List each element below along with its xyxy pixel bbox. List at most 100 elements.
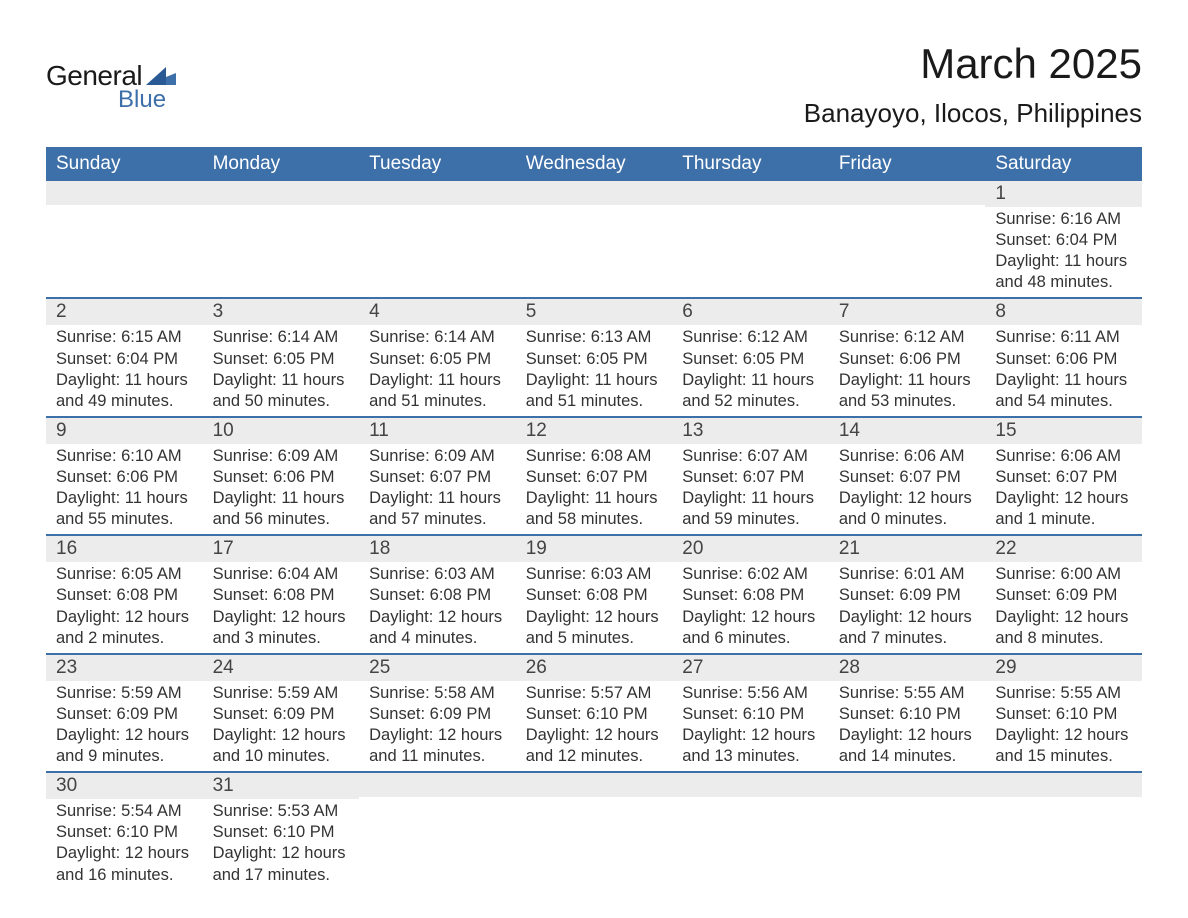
calendar-cell: [359, 772, 516, 889]
sunset-text: Sunset: 6:10 PM: [213, 822, 350, 843]
sunrise-text: Sunrise: 6:12 AM: [682, 327, 819, 348]
sunrise-text: Sunrise: 5:53 AM: [213, 801, 350, 822]
day-data: Sunrise: 6:14 AMSunset: 6:05 PMDaylight:…: [359, 325, 516, 415]
day-number: 20: [672, 536, 829, 562]
day-data: [516, 797, 673, 881]
sunrise-text: Sunrise: 6:04 AM: [213, 564, 350, 585]
daylight-text: Daylight: 11 hours and 56 minutes.: [213, 488, 350, 530]
day-header: Sunday: [46, 147, 203, 181]
sunrise-text: Sunrise: 5:56 AM: [682, 683, 819, 704]
day-data: Sunrise: 5:55 AMSunset: 6:10 PMDaylight:…: [829, 681, 986, 771]
day-number: 16: [46, 536, 203, 562]
day-header: Thursday: [672, 147, 829, 181]
sunrise-text: Sunrise: 6:15 AM: [56, 327, 193, 348]
calendar-cell: 8Sunrise: 6:11 AMSunset: 6:06 PMDaylight…: [985, 298, 1142, 416]
calendar-cell: 7Sunrise: 6:12 AMSunset: 6:06 PMDaylight…: [829, 298, 986, 416]
day-data: Sunrise: 6:12 AMSunset: 6:06 PMDaylight:…: [829, 325, 986, 415]
daylight-text: Daylight: 11 hours and 55 minutes.: [56, 488, 193, 530]
sunrise-text: Sunrise: 6:11 AM: [995, 327, 1132, 348]
day-number: [829, 181, 986, 205]
sunrise-text: Sunrise: 5:59 AM: [213, 683, 350, 704]
sunset-text: Sunset: 6:07 PM: [682, 467, 819, 488]
sunset-text: Sunset: 6:09 PM: [213, 704, 350, 725]
calendar-cell: 18Sunrise: 6:03 AMSunset: 6:08 PMDayligh…: [359, 535, 516, 653]
sunset-text: Sunset: 6:09 PM: [56, 704, 193, 725]
daylight-text: Daylight: 11 hours and 57 minutes.: [369, 488, 506, 530]
day-data: Sunrise: 6:14 AMSunset: 6:05 PMDaylight:…: [203, 325, 360, 415]
day-data: Sunrise: 6:16 AMSunset: 6:04 PMDaylight:…: [985, 207, 1142, 297]
day-data: Sunrise: 6:10 AMSunset: 6:06 PMDaylight:…: [46, 444, 203, 534]
calendar-week-row: 2Sunrise: 6:15 AMSunset: 6:04 PMDaylight…: [46, 298, 1142, 416]
sunrise-text: Sunrise: 6:14 AM: [369, 327, 506, 348]
day-data: Sunrise: 6:12 AMSunset: 6:05 PMDaylight:…: [672, 325, 829, 415]
calendar-week-row: 23Sunrise: 5:59 AMSunset: 6:09 PMDayligh…: [46, 654, 1142, 772]
sunrise-text: Sunrise: 6:10 AM: [56, 446, 193, 467]
day-number: 2: [46, 299, 203, 325]
day-data: [829, 797, 986, 881]
day-number: 30: [46, 773, 203, 799]
sunset-text: Sunset: 6:09 PM: [995, 585, 1132, 606]
day-number: 31: [203, 773, 360, 799]
calendar-cell: 6Sunrise: 6:12 AMSunset: 6:05 PMDaylight…: [672, 298, 829, 416]
sunrise-text: Sunrise: 5:58 AM: [369, 683, 506, 704]
day-data: Sunrise: 6:04 AMSunset: 6:08 PMDaylight:…: [203, 562, 360, 652]
daylight-text: Daylight: 12 hours and 0 minutes.: [839, 488, 976, 530]
day-data: Sunrise: 6:09 AMSunset: 6:06 PMDaylight:…: [203, 444, 360, 534]
day-data: Sunrise: 6:00 AMSunset: 6:09 PMDaylight:…: [985, 562, 1142, 652]
calendar-cell: 20Sunrise: 6:02 AMSunset: 6:08 PMDayligh…: [672, 535, 829, 653]
sunrise-text: Sunrise: 6:06 AM: [995, 446, 1132, 467]
day-data: Sunrise: 5:53 AMSunset: 6:10 PMDaylight:…: [203, 799, 360, 889]
day-number: [829, 773, 986, 797]
sunset-text: Sunset: 6:10 PM: [526, 704, 663, 725]
day-number: [46, 181, 203, 205]
sunrise-text: Sunrise: 5:57 AM: [526, 683, 663, 704]
calendar-cell: 2Sunrise: 6:15 AMSunset: 6:04 PMDaylight…: [46, 298, 203, 416]
day-data: Sunrise: 5:58 AMSunset: 6:09 PMDaylight:…: [359, 681, 516, 771]
day-number: 28: [829, 655, 986, 681]
day-data: Sunrise: 6:09 AMSunset: 6:07 PMDaylight:…: [359, 444, 516, 534]
brand-logo: General Blue: [46, 60, 176, 114]
daylight-text: Daylight: 12 hours and 8 minutes.: [995, 607, 1132, 649]
day-number: 27: [672, 655, 829, 681]
day-number: 19: [516, 536, 673, 562]
calendar-cell: 30Sunrise: 5:54 AMSunset: 6:10 PMDayligh…: [46, 772, 203, 889]
day-number: [359, 773, 516, 797]
sunset-text: Sunset: 6:10 PM: [839, 704, 976, 725]
daylight-text: Daylight: 12 hours and 13 minutes.: [682, 725, 819, 767]
daylight-text: Daylight: 12 hours and 6 minutes.: [682, 607, 819, 649]
daylight-text: Daylight: 11 hours and 58 minutes.: [526, 488, 663, 530]
sunrise-text: Sunrise: 6:00 AM: [995, 564, 1132, 585]
day-number: 17: [203, 536, 360, 562]
day-data: [985, 797, 1142, 881]
daylight-text: Daylight: 11 hours and 59 minutes.: [682, 488, 819, 530]
daylight-text: Daylight: 11 hours and 52 minutes.: [682, 370, 819, 412]
sunset-text: Sunset: 6:05 PM: [682, 349, 819, 370]
day-number: [359, 181, 516, 205]
calendar-cell: 21Sunrise: 6:01 AMSunset: 6:09 PMDayligh…: [829, 535, 986, 653]
calendar-cell: 22Sunrise: 6:00 AMSunset: 6:09 PMDayligh…: [985, 535, 1142, 653]
day-data: [46, 205, 203, 289]
day-number: 7: [829, 299, 986, 325]
daylight-text: Daylight: 11 hours and 49 minutes.: [56, 370, 193, 412]
daylight-text: Daylight: 11 hours and 54 minutes.: [995, 370, 1132, 412]
calendar-cell: [829, 181, 986, 298]
sunrise-text: Sunrise: 6:12 AM: [839, 327, 976, 348]
sunset-text: Sunset: 6:05 PM: [526, 349, 663, 370]
sunset-text: Sunset: 6:08 PM: [682, 585, 819, 606]
daylight-text: Daylight: 12 hours and 10 minutes.: [213, 725, 350, 767]
sunrise-text: Sunrise: 6:14 AM: [213, 327, 350, 348]
daylight-text: Daylight: 12 hours and 12 minutes.: [526, 725, 663, 767]
day-number: 29: [985, 655, 1142, 681]
sunset-text: Sunset: 6:10 PM: [56, 822, 193, 843]
day-number: 4: [359, 299, 516, 325]
day-number: 21: [829, 536, 986, 562]
daylight-text: Daylight: 12 hours and 11 minutes.: [369, 725, 506, 767]
sunrise-text: Sunrise: 6:13 AM: [526, 327, 663, 348]
day-data: Sunrise: 5:56 AMSunset: 6:10 PMDaylight:…: [672, 681, 829, 771]
day-number: [672, 773, 829, 797]
calendar-cell: [46, 181, 203, 298]
calendar-cell: 3Sunrise: 6:14 AMSunset: 6:05 PMDaylight…: [203, 298, 360, 416]
calendar-cell: 31Sunrise: 5:53 AMSunset: 6:10 PMDayligh…: [203, 772, 360, 889]
sunset-text: Sunset: 6:05 PM: [213, 349, 350, 370]
day-number: [516, 181, 673, 205]
